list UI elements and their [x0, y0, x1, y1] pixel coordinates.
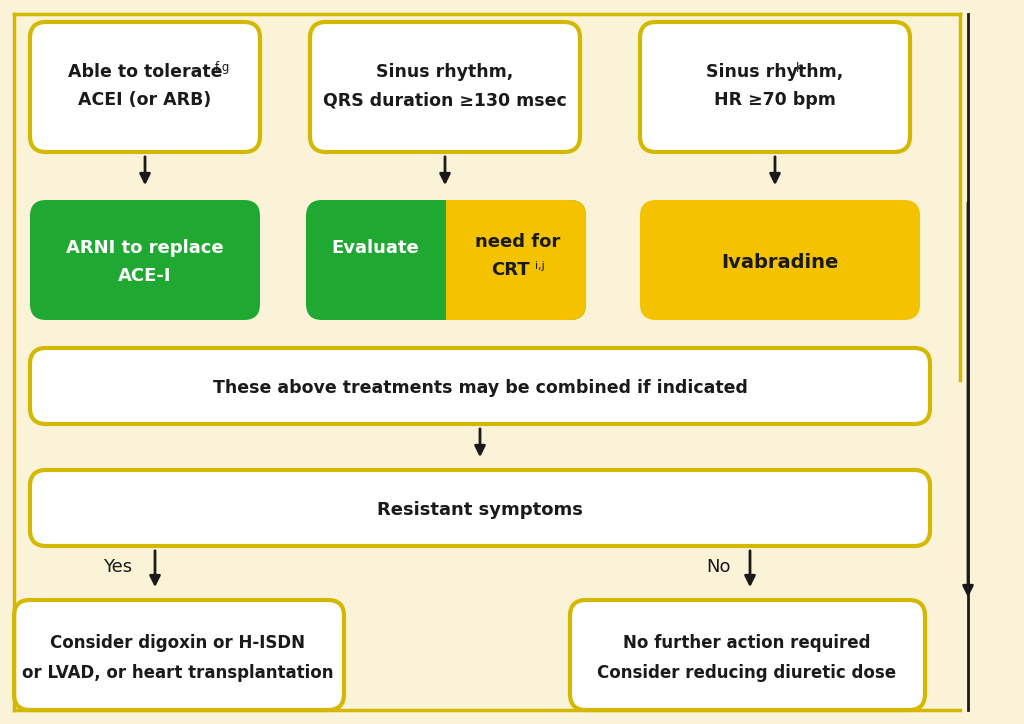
FancyBboxPatch shape — [306, 200, 586, 320]
Text: or LVAD, or heart transplantation: or LVAD, or heart transplantation — [23, 664, 334, 682]
Text: No further action required: No further action required — [624, 634, 870, 652]
FancyBboxPatch shape — [30, 22, 260, 152]
FancyBboxPatch shape — [30, 348, 930, 424]
FancyBboxPatch shape — [640, 22, 910, 152]
FancyBboxPatch shape — [14, 600, 344, 710]
Text: Sinus rhythm,: Sinus rhythm, — [707, 63, 844, 81]
Text: No: No — [706, 558, 730, 576]
Text: HR ≥70 bpm: HR ≥70 bpm — [714, 91, 836, 109]
Text: i,j: i,j — [536, 261, 545, 271]
Text: Yes: Yes — [103, 558, 132, 576]
Text: Evaluate: Evaluate — [331, 239, 419, 257]
Text: CRT: CRT — [490, 261, 529, 279]
Text: These above treatments may be combined if indicated: These above treatments may be combined i… — [213, 379, 748, 397]
Text: Resistant symptoms: Resistant symptoms — [377, 501, 583, 519]
FancyBboxPatch shape — [640, 200, 920, 320]
Text: f,g: f,g — [214, 62, 229, 75]
FancyBboxPatch shape — [570, 600, 925, 710]
Text: ARNI to replace: ARNI to replace — [67, 239, 224, 257]
Text: ACEI (or ARB): ACEI (or ARB) — [79, 91, 212, 109]
Text: Sinus rhythm,: Sinus rhythm, — [377, 63, 514, 81]
FancyBboxPatch shape — [446, 200, 586, 320]
FancyBboxPatch shape — [30, 470, 930, 546]
Text: Able to tolerate: Able to tolerate — [68, 63, 222, 81]
FancyBboxPatch shape — [30, 200, 260, 320]
Text: ACE-I: ACE-I — [118, 267, 172, 285]
Bar — [446, 200, 476, 320]
Text: QRS duration ≥130 msec: QRS duration ≥130 msec — [324, 91, 567, 109]
Text: need for: need for — [475, 233, 560, 251]
Text: h: h — [797, 62, 804, 75]
FancyBboxPatch shape — [8, 8, 998, 716]
Text: Consider reducing diuretic dose: Consider reducing diuretic dose — [597, 664, 897, 682]
Text: Ivabradine: Ivabradine — [721, 253, 839, 272]
Text: Consider digoxin or H-ISDN: Consider digoxin or H-ISDN — [50, 634, 305, 652]
FancyBboxPatch shape — [310, 22, 580, 152]
